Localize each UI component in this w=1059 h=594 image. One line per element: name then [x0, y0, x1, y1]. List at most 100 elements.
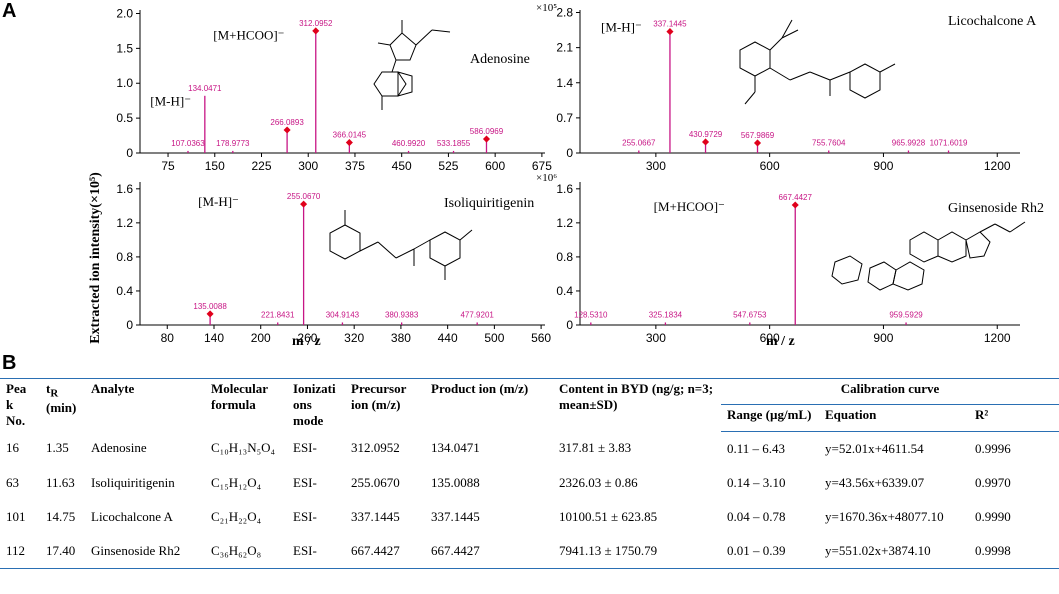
table-row: 101 14.75 Licochalcone A C₂₁H₂₂O₄ ESI- 337.14… [0, 500, 1059, 534]
header-tr-subscript: R [50, 387, 59, 400]
adenosine-x-tick-label: 75 [161, 159, 175, 173]
header-tr-unit: (min) [46, 399, 77, 415]
header-analyte: Analyte [85, 378, 205, 431]
ginsenoside-adduct-label: [M+HCOO]⁻ [654, 199, 725, 214]
adenosine-x-tick-label: 450 [392, 159, 412, 173]
adenosine-x-tick-label: 300 [298, 159, 318, 173]
header-formula: Molecular formula [205, 378, 287, 431]
adenosine-peak-label: 107.0363 [171, 139, 205, 148]
isoliquiritigenin-y-tick-label: 0 [126, 318, 133, 332]
x-axis-label-bottom-left: m / z [292, 334, 321, 349]
isoliquiritigenin-structure-image [329, 210, 473, 280]
licochalcone-x-tick-label: 900 [873, 159, 893, 173]
table-subheader-row: Range (µg/mL) Equation R² [0, 404, 1059, 432]
adenosine-peak-marker [482, 135, 491, 143]
table-body: 16 1.35 Adenosine C₁₀H₁₃N₅O₄ ESI- 312.0952 134… [0, 431, 1059, 569]
licochalcone-y-tick-label: 0 [566, 146, 573, 160]
adenosine-adduct-label: [M+HCOO]⁻ [213, 27, 284, 42]
cell-analyte: Adenosine [91, 440, 147, 456]
isoliquiritigenin-x-tick-label: 380 [391, 331, 411, 345]
cell-r2: 0.9996 [975, 440, 1011, 456]
ginsenoside-x-tick-label: 300 [646, 331, 666, 345]
ginsenoside-peak-label: 667.4427 [779, 193, 813, 202]
licochalcone-peak-label: 965.9928 [892, 138, 926, 147]
cell-tr: 17.40 [40, 533, 85, 569]
cell-product: 337.1445 [431, 508, 480, 524]
adenosine-x-tick-label: 375 [345, 159, 365, 173]
adenosine-peak-label: 533.1855 [437, 139, 471, 148]
header-content: Content in BYD (ng/g; n=3; mean±SD) [553, 378, 721, 431]
compound-name-adenosine: Adenosine [470, 52, 530, 67]
cell-analyte: Licochalcone A [91, 508, 173, 524]
licochalcone-peak-marker [702, 138, 710, 146]
table-row: 63 11.63 Isoliquiritigenin C₁₅H₁₂O₄ ESI- 255.… [0, 466, 1059, 500]
header-r2: R² [969, 404, 1059, 432]
isoliquiritigenin-x-tick-label: 440 [438, 331, 458, 345]
cell-formula: C₂₁H₂₂O₄ [211, 508, 262, 524]
licochalcone-x-tick-label: 600 [760, 159, 780, 173]
isoliquiritigenin-peak-label: 380.9383 [385, 310, 419, 319]
licochalcone-peak-label: 337.1445 [653, 20, 687, 29]
cell-peak: 101 [6, 508, 26, 524]
ginsenoside-y-tick-label: 0.8 [556, 250, 573, 264]
adenosine-x-tick-label: 600 [485, 159, 505, 173]
licochalcone-x-tick-label: 300 [646, 159, 666, 173]
cell-peak: 16 [6, 440, 19, 456]
licochalcone-peak-label: 430.9729 [689, 130, 723, 139]
cell-tr: 11.63 [46, 474, 75, 490]
cell-analyte: Ginsenoside Rh2 [85, 533, 205, 569]
header-range: Range (µg/mL) [721, 404, 819, 432]
isoliquiritigenin-peak-label: 255.0670 [287, 192, 321, 201]
adenosine-peak-label: 366.0145 [333, 131, 367, 140]
ginsenoside-peak-label: 959.5929 [889, 310, 923, 319]
cell-equation: y=52.01x+4611.54 [825, 440, 924, 456]
adenosine-peak-marker [283, 126, 291, 134]
cell-equation: y=43.56x+6339.07 [825, 474, 925, 490]
adenosine-x-tick-label: 525 [438, 159, 458, 173]
adenosine-x-tick-label: 675 [532, 159, 552, 173]
licochalcone-peak-marker [753, 139, 762, 147]
adenosine-peak-label: 460.9920 [392, 139, 426, 148]
cell-peak: 63 [6, 474, 19, 490]
isoliquiritigenin-adduct-label: [M-H]⁻ [198, 194, 239, 209]
header-retention-time: tR (min) [40, 378, 85, 431]
table-header-row: Pea k No. tR (min) Analyte Molecular form… [0, 377, 1059, 431]
cell-product: 667.4427 [425, 533, 553, 569]
adenosine-peak-marker [345, 139, 353, 147]
cell-ion: ESI- [293, 508, 317, 524]
header-precursor: Precursor ion (m/z) [345, 378, 425, 431]
adenosine-adduct-label: [M-H]⁻ [150, 94, 191, 109]
panel-label-b: B [2, 352, 17, 374]
cell-range: 0.14 – 3.10 [727, 474, 786, 490]
multiplier-ginsenoside: ×10⁶ [536, 172, 558, 184]
compound-name-ginsenoside: Ginsenoside Rh2 [948, 201, 1045, 216]
ginsenoside-x-tick-label: 1200 [984, 331, 1011, 345]
isoliquiritigenin-peak-label: 221.8431 [261, 310, 295, 319]
cell-analyte: Isoliquiritigenin [91, 474, 175, 490]
x-axis-label-bottom-right: m / z [766, 334, 795, 349]
isoliquiritigenin-y-tick-label: 0.8 [116, 250, 133, 264]
ginsenoside-x-tick-label: 900 [873, 331, 893, 345]
isoliquiritigenin-peak-label: 135.0088 [193, 302, 227, 311]
cell-formula: C₃₆H₆₂O₈ [205, 533, 287, 569]
header-equation: Equation [819, 404, 969, 432]
panel-label-a: A [2, 0, 17, 22]
licochalcone-structure-image [739, 19, 896, 105]
adenosine-peak-marker [312, 27, 320, 35]
header-calibration: Calibration curve [721, 377, 1059, 406]
licochalcone-y-tick-label: 2.8 [556, 6, 573, 20]
cell-content: 2326.03 ± 0.86 [559, 474, 638, 490]
multiplier-licochalcone: ×10⁵ [536, 2, 558, 14]
ginsenoside-peak-label: 325.1834 [649, 310, 683, 319]
isoliquiritigenin-y-tick-label: 1.6 [116, 182, 133, 196]
ginsenoside-peak-marker [791, 201, 799, 209]
isoliquiritigenin-peak-label: 304.9143 [326, 310, 360, 319]
ginsenoside-peak-label: 128.5310 [574, 310, 608, 319]
licochalcone-peak-label: 255.0667 [622, 138, 656, 147]
ginsenoside-y-tick-label: 1.2 [556, 216, 573, 230]
cell-ion: ESI- [293, 440, 317, 456]
licochalcone-peak-marker [666, 28, 674, 36]
cell-equation: y=1670.36x+48077.10 [825, 508, 944, 524]
cell-precursor: 337.1445 [351, 508, 400, 524]
isoliquiritigenin-peak-label: 477.9201 [460, 310, 494, 319]
